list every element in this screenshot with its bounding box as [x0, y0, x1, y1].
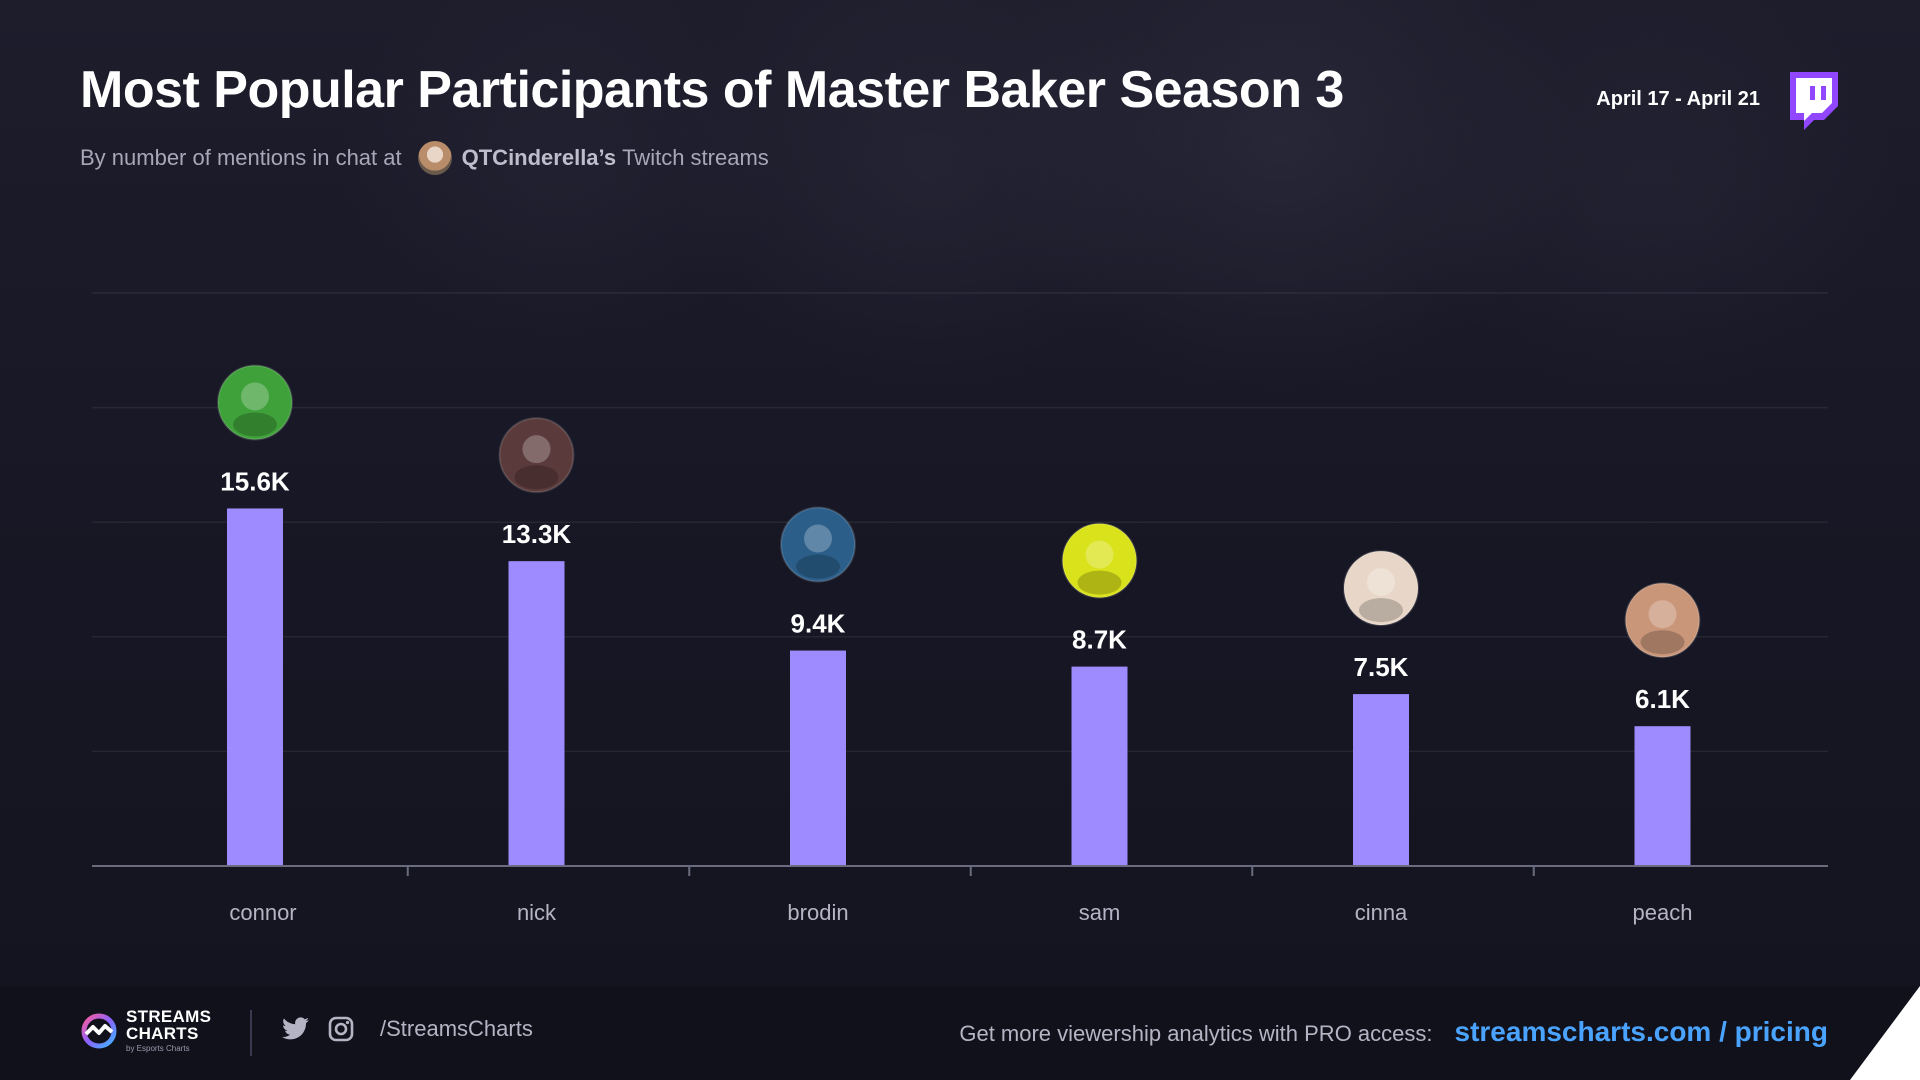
data-label: 8.7K [1072, 625, 1127, 655]
bar-peach [1634, 726, 1691, 866]
x-tick-label: connor [229, 900, 296, 925]
x-tick-label: cinna [1355, 900, 1408, 925]
streamscharts-mark-icon [81, 1013, 117, 1048]
avatar-cinna [1343, 550, 1419, 627]
data-label: 15.6K [220, 466, 290, 496]
pricing-link[interactable]: streamscharts.com / pricing [1454, 1016, 1828, 1047]
header: Most Popular Participants of Master Bake… [80, 61, 1344, 176]
footer-divider [250, 1010, 252, 1056]
bar-nick [508, 561, 565, 866]
instagram-icon[interactable] [328, 1016, 354, 1042]
avatar-brodin [780, 506, 856, 583]
avatar-sam [1061, 522, 1138, 599]
twitter-icon[interactable] [282, 1017, 310, 1041]
footer: STREAMS CHARTS by Esports Charts /Stream… [0, 986, 1920, 1080]
bar-chart: 15.6K 13.3K 9.4K 8.7K 7.5K 6.1K connor nick bro… [92, 292, 1828, 925]
social-handle[interactable]: /StreamsCharts [380, 1016, 533, 1041]
subtitle-prefix: By number of mentions in chat at [80, 145, 402, 171]
avatar-nick [498, 417, 575, 494]
corner-accent [1850, 986, 1920, 1080]
x-tick-label: sam [1079, 900, 1121, 925]
channel-avatar [417, 141, 452, 176]
brand-line-3: by Esports Charts [126, 1044, 190, 1053]
brand-line-1: STREAMS [126, 1007, 212, 1026]
x-tick-label: peach [1633, 900, 1693, 925]
x-tick-label: brodin [787, 900, 848, 925]
data-label: 13.3K [502, 519, 572, 549]
chart-title: Most Popular Participants of Master Bake… [80, 61, 1344, 119]
brand-line-2: CHARTS [126, 1024, 199, 1043]
streamscharts-logo[interactable]: STREAMS CHARTS by Esports Charts [80, 1008, 211, 1053]
promo-text: Get more viewership analytics with PRO a… [959, 1021, 1433, 1046]
social-links: /StreamsCharts [282, 1016, 533, 1042]
chart-subtitle: By number of mentions in chat at QTCinde… [80, 141, 1344, 176]
date-range: April 17 - April 21 [1596, 88, 1760, 110]
avatar-connor [217, 364, 293, 441]
twitch-icon [1790, 72, 1838, 130]
bar-connor [227, 508, 283, 866]
channel-name: QTCinderella’s [461, 145, 617, 171]
x-tick-label: nick [517, 900, 557, 925]
data-label: 6.1K [1635, 684, 1690, 714]
avatar-peach [1624, 582, 1701, 659]
data-label: 9.4K [791, 609, 846, 639]
bar-brodin [790, 650, 846, 866]
promo: Get more viewership analytics with PRO a… [959, 1016, 1828, 1048]
subtitle-suffix: Twitch streams [622, 145, 769, 171]
bar-cinna [1353, 694, 1409, 866]
bar-sam [1071, 666, 1128, 866]
data-label: 7.5K [1354, 652, 1409, 682]
